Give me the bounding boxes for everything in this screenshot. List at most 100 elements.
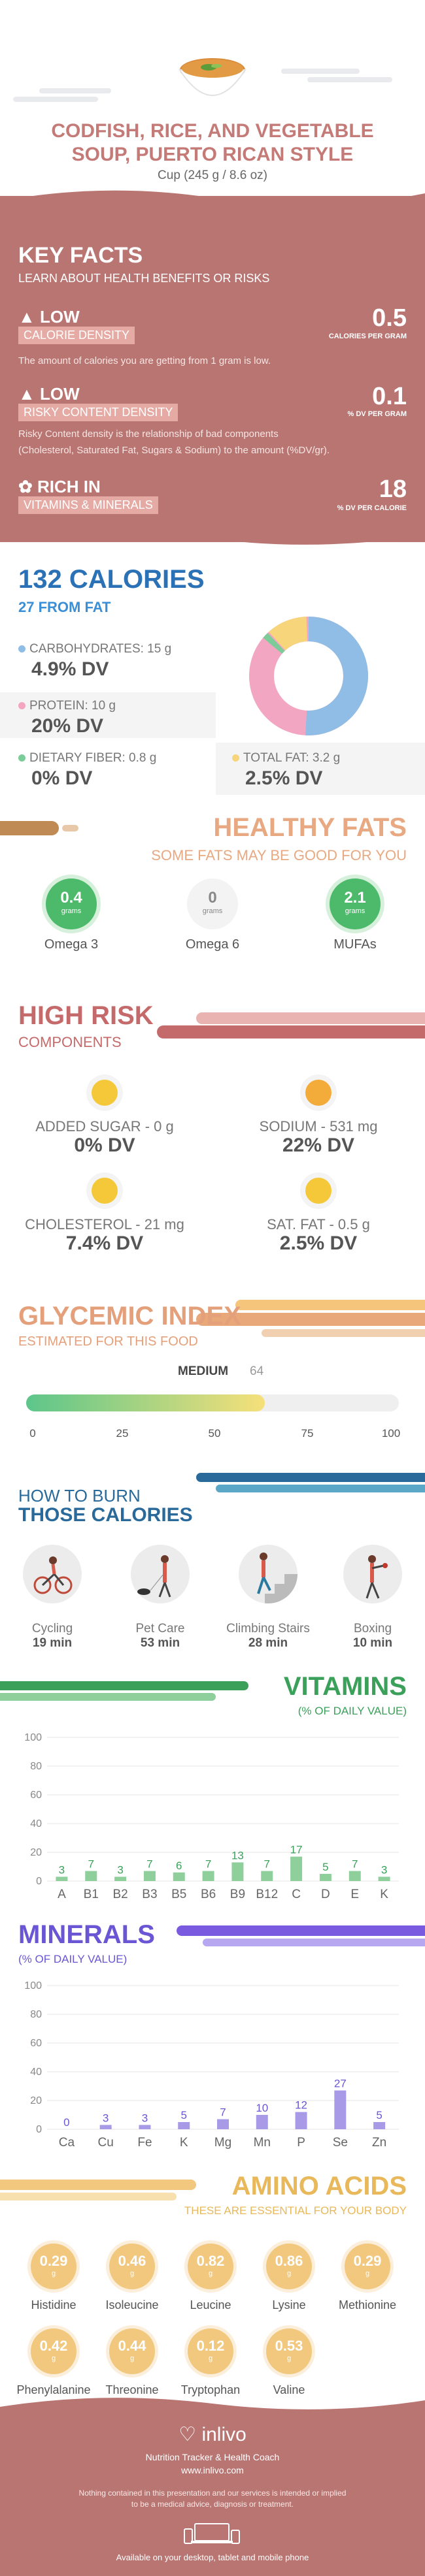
bar-value-label: 5 xyxy=(376,2109,382,2121)
gi-tick: 25 xyxy=(116,1427,129,1440)
decor-stripe xyxy=(196,1012,425,1024)
bar-Se xyxy=(334,2090,347,2129)
burn-title-2: THOSE CALORIES xyxy=(18,1504,193,1526)
x-tick-label: C xyxy=(292,1888,301,1901)
protein-row-bg xyxy=(0,692,216,738)
key-facts-section: KEY FACTS LEARN ABOUT HEALTH BENEFITS OR… xyxy=(0,190,425,545)
risky-density-value: 0.1 xyxy=(372,383,407,410)
bar-B5 xyxy=(173,1872,185,1881)
amino-circle: 0.44 g xyxy=(109,2328,155,2374)
footer-url[interactable]: www.inlivo.com xyxy=(181,2465,244,2475)
bar-B2 xyxy=(114,1876,127,1881)
footer-tagline: Nutrition Tracker & Health Coach xyxy=(145,2452,280,2462)
bar-K xyxy=(178,2122,190,2129)
amino-value: 0.29 xyxy=(353,2253,382,2269)
x-tick-label: B12 xyxy=(256,1888,278,1901)
sat-fat-dv: 2.5% DV xyxy=(279,1232,358,1254)
amino-unit: g xyxy=(208,2355,213,2362)
decor-stripe xyxy=(203,1939,425,1946)
vitamins-level: ✿ RICH IN xyxy=(18,477,101,497)
footer: ♡ inlivo Nutrition Tracker & Health Coac… xyxy=(0,2398,425,2576)
amino-circle: 0.29 g xyxy=(31,2244,76,2289)
bar-E xyxy=(348,1871,361,1881)
fat-label: TOTAL FAT: 3.2 g xyxy=(232,751,340,765)
risky-density-level: ▲ LOW xyxy=(18,384,80,404)
calorie-density-label: CALORIE DENSITY xyxy=(18,327,135,344)
added-sugar-dv: 0% DV xyxy=(74,1135,135,1156)
decor-stripe xyxy=(0,1693,216,1701)
cycling-time: 19 min xyxy=(32,1636,73,1650)
risky-density-level-text: LOW xyxy=(39,384,80,404)
serving-size: Cup (245 g / 8.6 oz) xyxy=(158,169,267,182)
amino-circle: 0.29 g xyxy=(345,2244,390,2289)
calories-section: 132 CALORIES 27 FROM FAT CARBOHYDRATES: … xyxy=(0,558,425,820)
fat-dot-icon xyxy=(232,754,239,762)
carbs-label: CARBOHYDRATES: 15 g xyxy=(18,642,171,656)
vitamins-subtitle: (% OF DAILY VALUE) xyxy=(298,1705,407,1717)
decor-stripe xyxy=(157,1025,425,1038)
amino-unit: g xyxy=(286,2270,292,2278)
x-tick-label: Fe xyxy=(137,2136,152,2149)
amino-label: Methionine xyxy=(338,2298,397,2311)
carbs-dv: 4.9% DV xyxy=(31,658,109,680)
heart-logo-icon: ♡ xyxy=(178,2424,197,2445)
minerals-title: MINERALS xyxy=(18,1920,155,1949)
cholesterol-label: CHOLESTEROL - 21 mg xyxy=(25,1216,184,1232)
added-sugar-smiley-icon xyxy=(86,1074,123,1111)
decor-stripe xyxy=(0,2180,196,2190)
soup-bowl-icon xyxy=(178,58,246,96)
y-tick-label: 40 xyxy=(30,2067,42,2078)
calories-title: 132 CALORIES xyxy=(18,565,205,594)
decor-stripe xyxy=(216,1485,425,1492)
decor-cloud xyxy=(39,88,111,93)
y-tick-label: 20 xyxy=(30,2095,42,2106)
bar-D xyxy=(319,1874,332,1881)
bar-value-label: 0 xyxy=(63,2116,69,2129)
vitamins-label: VITAMINS & MINERALS xyxy=(18,496,158,514)
amino-value: 0.29 xyxy=(39,2253,68,2269)
high-risk-section: HIGH RISK COMPONENTS ADDED SUGAR - 0 g 0… xyxy=(0,996,425,1283)
footer-brand[interactable]: ♡ inlivo xyxy=(0,2423,425,2446)
calorie-density-level: ▲ LOW xyxy=(18,307,80,327)
decor-cloud xyxy=(281,69,360,74)
amino-value: 0.12 xyxy=(196,2338,225,2354)
y-tick-label: 80 xyxy=(30,2009,42,2020)
minerals-section: MINERALS (% OF DAILY VALUE) 0 20 40 60 80 100… xyxy=(0,1914,425,2168)
bar-value-label: 17 xyxy=(290,1844,303,1856)
gi-value: 64 xyxy=(250,1364,264,1378)
x-tick-label: B1 xyxy=(84,1888,99,1901)
amino-unit: g xyxy=(51,2355,56,2362)
mufas-value: 2.1 xyxy=(344,889,366,907)
amino-acids-section: AMINO ACIDS THESE ARE ESSENTIAL FOR YOUR… xyxy=(0,2172,425,2407)
x-tick-label: B9 xyxy=(230,1888,245,1901)
amino-label: Phenylalanine xyxy=(16,2383,91,2396)
healthy-fats-section: HEALTHY FATS SOME FATS MAY BE GOOD FOR Y… xyxy=(0,813,425,976)
bar-value-label: 12 xyxy=(295,2099,307,2112)
climbing-stairs-icon xyxy=(239,1545,298,1603)
gi-tick: 50 xyxy=(208,1427,221,1440)
decor-stripe xyxy=(0,821,59,835)
minerals-subtitle: (% OF DAILY VALUE) xyxy=(18,1953,128,1965)
cycling-icon xyxy=(23,1545,82,1603)
healthy-fats-title: HEALTHY FATS xyxy=(213,813,407,842)
decor-cloud xyxy=(13,97,98,102)
gi-tick: 100 xyxy=(381,1427,401,1440)
calorie-density-level-text: LOW xyxy=(39,307,80,327)
key-facts-background xyxy=(0,196,425,542)
risky-density-unit: % DV PER GRAM xyxy=(347,410,407,418)
x-tick-label: E xyxy=(350,1888,359,1901)
amino-value: 0.86 xyxy=(275,2253,303,2269)
amino-circle: 0.53 g xyxy=(266,2328,312,2374)
warning-icon: ▲ xyxy=(18,384,35,404)
vitamins-section: VITAMINS (% OF DAILY VALUE) 0 20 40 60 80 100… xyxy=(0,1672,425,1914)
bar-Cu xyxy=(99,2125,112,2129)
x-tick-label: Ca xyxy=(59,2136,75,2149)
sat-fat-smiley-icon xyxy=(300,1172,337,1209)
x-tick-label: Mn xyxy=(254,2136,271,2149)
bar-value-label: 7 xyxy=(205,1858,211,1871)
y-tick-label: 0 xyxy=(36,1876,42,1887)
amino-value: 0.42 xyxy=(39,2338,68,2354)
y-tick-label: 20 xyxy=(30,1847,42,1858)
x-tick-label: Zn xyxy=(372,2136,386,2149)
gi-level: MEDIUM xyxy=(178,1364,229,1378)
